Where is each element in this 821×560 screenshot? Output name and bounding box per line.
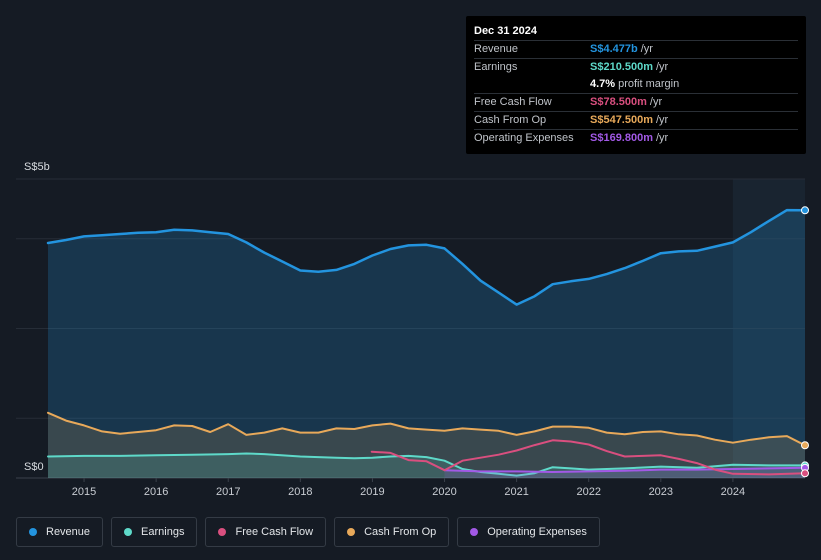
x-tick-label: 2016	[144, 486, 168, 498]
tooltip-date: Dec 31 2024	[474, 25, 537, 37]
tooltip-row: Revenue S$4.477b/yr	[474, 40, 798, 58]
x-tick-label: 2019	[360, 486, 384, 498]
legend-item-label: Earnings	[141, 526, 185, 538]
tooltip-row-unit: /yr	[640, 43, 653, 55]
free-cash-flow-line	[370, 439, 806, 476]
x-tick-label: 2015	[72, 486, 96, 498]
tooltip-row-value: S$78.500m	[590, 96, 647, 108]
cash-from-op-line	[47, 411, 806, 447]
cash-from-op-end-marker	[801, 441, 809, 450]
x-tick-label: 2021	[504, 486, 528, 498]
x-tick-label: 2023	[649, 486, 673, 498]
tooltip-panel: Dec 31 2024 Revenue S$4.477b/yr Earnings S$…	[466, 16, 806, 154]
legend-dot-icon	[347, 528, 356, 536]
x-axis: 2015 2016 2017 2018 2019 2020 2021 2022 2023 2024	[72, 478, 745, 498]
tooltip-row-label: Revenue	[474, 43, 519, 55]
x-tick-label: 2024	[721, 486, 745, 498]
legend: Revenue Earnings Free Cash Flow Cash From O…	[16, 517, 608, 547]
legend-dot-icon	[29, 528, 37, 536]
tooltip-row-label: Operating Expenses	[474, 132, 574, 144]
revenue-line	[46, 208, 807, 306]
y-label-bottom: S$0	[24, 461, 44, 473]
free-cash-flow-end-marker	[801, 469, 809, 478]
tooltip-row: Operating Expenses S$169.800m/yr	[474, 129, 798, 147]
legend-dot-icon	[124, 528, 133, 536]
tooltip-row: Free Cash Flow S$78.500m/yr	[474, 93, 798, 111]
revenue-area	[48, 210, 805, 478]
tooltip-rows: Revenue S$4.477b/yr Earnings S$210.500m/yr 4…	[474, 40, 798, 147]
tooltip-row-unit: /yr	[656, 61, 669, 73]
operating-expenses-line	[443, 466, 806, 473]
legend-item-free-cash-flow[interactable]: Free Cash Flow	[205, 517, 327, 547]
legend-item-cash-from-op[interactable]: Cash From Op	[334, 517, 450, 547]
tooltip-row: Earnings S$210.500m/yr	[474, 58, 798, 76]
tooltip-row-unit: /yr	[656, 114, 669, 126]
legend-item-label: Operating Expenses	[487, 526, 587, 538]
tooltip-row-unit: profit margin	[618, 78, 680, 90]
tooltip-row-label: Earnings	[474, 61, 518, 73]
series-layer	[46, 206, 809, 478]
tooltip-row-value: S$210.500m	[590, 61, 653, 73]
legend-item-earnings[interactable]: Earnings	[111, 517, 198, 547]
legend-item-operating-expenses[interactable]: Operating Expenses	[457, 517, 600, 547]
legend-dot-icon	[218, 528, 227, 536]
tooltip-row: Cash From Op S$547.500m/yr	[474, 111, 798, 129]
legend-item-label: Free Cash Flow	[235, 526, 314, 538]
legend-item-label: Revenue	[46, 526, 91, 538]
earnings-line	[47, 452, 806, 477]
tooltip-row-label	[474, 76, 590, 93]
legend-dot-icon	[470, 528, 479, 536]
tooltip-row: 4.7% profit margin	[474, 76, 798, 93]
tooltip-row-value: S$4.477b	[590, 43, 638, 55]
legend-item-revenue[interactable]: Revenue	[16, 517, 104, 547]
x-tick-label: 2018	[288, 486, 312, 498]
tooltip-row-label: Free Cash Flow	[474, 96, 552, 108]
tooltip-row-unit: /yr	[649, 96, 663, 108]
tooltip-row-value: S$547.500m	[590, 114, 653, 126]
tooltip-row-unit: /yr	[656, 132, 669, 144]
tooltip-row-value: 4.7%	[590, 78, 616, 90]
financial-chart: S$5b S$0 2015 2016 2017 2018 2019 2020 2021 202…	[16, 161, 809, 498]
y-label-top: S$5b	[24, 161, 50, 173]
legend-item-label: Cash From Op	[364, 526, 437, 538]
cash-from-op-area	[48, 412, 805, 478]
revenue-end-marker	[801, 206, 809, 215]
x-tick-label: 2020	[432, 486, 456, 498]
x-tick-label: 2017	[216, 486, 240, 498]
gridlines	[16, 178, 805, 479]
tooltip-row-label: Cash From Op	[474, 114, 547, 126]
tooltip-row-value: S$169.800m	[590, 132, 653, 144]
x-tick-label: 2022	[576, 486, 600, 498]
